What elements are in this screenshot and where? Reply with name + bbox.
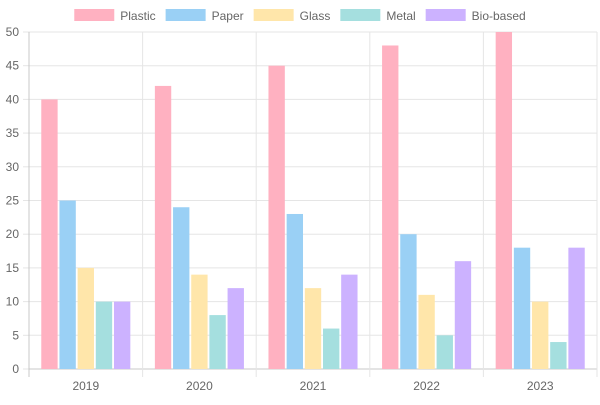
legend-label: Paper <box>212 9 244 23</box>
bar-plastic-2022 <box>382 45 399 369</box>
bar-metal-2019 <box>95 301 113 369</box>
legend-item-metal[interactable]: Metal <box>340 9 416 23</box>
legend-swatch <box>165 9 206 21</box>
bar-paper-2019 <box>59 200 76 369</box>
legend-swatch <box>425 9 466 21</box>
bar-metal-2021 <box>322 328 340 369</box>
bar-plastic-2023 <box>495 32 513 369</box>
bar-metal-2022 <box>436 335 453 369</box>
legend-swatch <box>340 9 381 21</box>
bar-glass-2022 <box>418 294 435 369</box>
bar-metal-2023 <box>550 342 567 369</box>
legend-label: Glass <box>300 9 331 23</box>
x-tick-label: 2021 <box>300 379 327 393</box>
y-tick-label: 45 <box>6 59 20 73</box>
bar-bio-based-2022 <box>454 261 472 369</box>
bar-plastic-2020 <box>154 85 172 370</box>
bar-bio-based-2021 <box>341 274 358 369</box>
y-tick-label: 35 <box>6 126 20 140</box>
x-axis: 2019 2020 2021 2022 2023 <box>72 379 553 393</box>
y-tick-label: 25 <box>6 194 20 208</box>
bar-bio-based-2020 <box>227 288 244 369</box>
legend-swatch <box>253 9 294 21</box>
x-tick-label: 2022 <box>413 379 440 393</box>
y-tick-label: 15 <box>6 261 20 275</box>
y-axis: 0 5 10 15 20 25 30 35 40 45 50 <box>6 25 30 377</box>
bar-plastic-2021 <box>268 65 285 369</box>
bar-glass-2020 <box>191 274 208 369</box>
bar-paper-2020 <box>173 207 190 369</box>
legend-swatch <box>74 9 115 21</box>
legend-item-bio-based[interactable]: Bio-based <box>425 9 526 23</box>
legend-label: Plastic <box>120 9 155 23</box>
bar-glass-2021 <box>304 288 322 369</box>
bar-glass-2019 <box>77 267 94 369</box>
legend-label: Bio-based <box>472 9 526 23</box>
bar-bio-based-2019 <box>113 301 131 369</box>
bar-metal-2020 <box>209 315 226 369</box>
legend-item-paper[interactable]: Paper <box>165 9 244 23</box>
y-tick-label: 20 <box>6 227 20 241</box>
bar-glass-2023 <box>532 301 549 369</box>
y-tick-label: 40 <box>6 92 20 106</box>
y-tick-label: 50 <box>6 25 20 39</box>
legend-item-glass[interactable]: Glass <box>253 9 331 23</box>
y-tick-label: 10 <box>6 295 20 309</box>
bars <box>41 32 585 370</box>
bar-bio-based-2023 <box>568 247 585 369</box>
bar-paper-2022 <box>400 234 417 369</box>
legend-label: Metal <box>386 9 415 23</box>
y-tick-label: 30 <box>6 160 20 174</box>
x-tick-label: 2023 <box>527 379 554 393</box>
bar-plastic-2019 <box>41 99 58 370</box>
y-tick-label: 5 <box>12 328 19 342</box>
y-tick-label: 0 <box>12 362 19 376</box>
x-tick-label: 2020 <box>186 379 213 393</box>
x-tick-label: 2019 <box>72 379 99 393</box>
legend-item-plastic[interactable]: Plastic <box>74 9 156 23</box>
bar-paper-2021 <box>286 213 304 369</box>
bar-paper-2023 <box>513 247 531 369</box>
legend: Plastic Paper Glass Metal Bio-based <box>74 9 526 23</box>
